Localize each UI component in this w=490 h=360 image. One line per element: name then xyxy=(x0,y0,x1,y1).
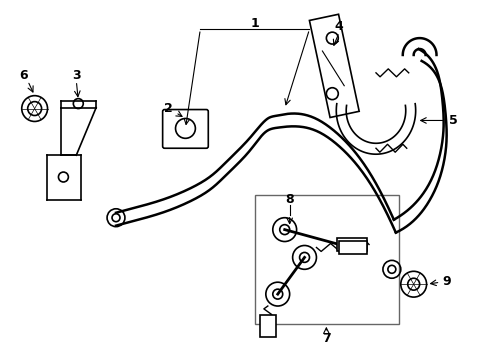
Bar xyxy=(260,315,276,337)
Text: 5: 5 xyxy=(449,114,458,127)
Bar xyxy=(309,14,359,117)
Text: 3: 3 xyxy=(72,69,81,82)
Bar xyxy=(339,240,367,255)
Text: 7: 7 xyxy=(322,332,331,345)
Text: 2: 2 xyxy=(164,102,173,115)
Text: 8: 8 xyxy=(285,193,294,206)
Text: 9: 9 xyxy=(442,275,451,288)
Bar xyxy=(337,238,367,251)
Text: 6: 6 xyxy=(20,69,28,82)
Text: 4: 4 xyxy=(335,20,343,33)
FancyBboxPatch shape xyxy=(163,109,208,148)
Bar xyxy=(255,195,399,324)
Text: 1: 1 xyxy=(250,17,259,30)
